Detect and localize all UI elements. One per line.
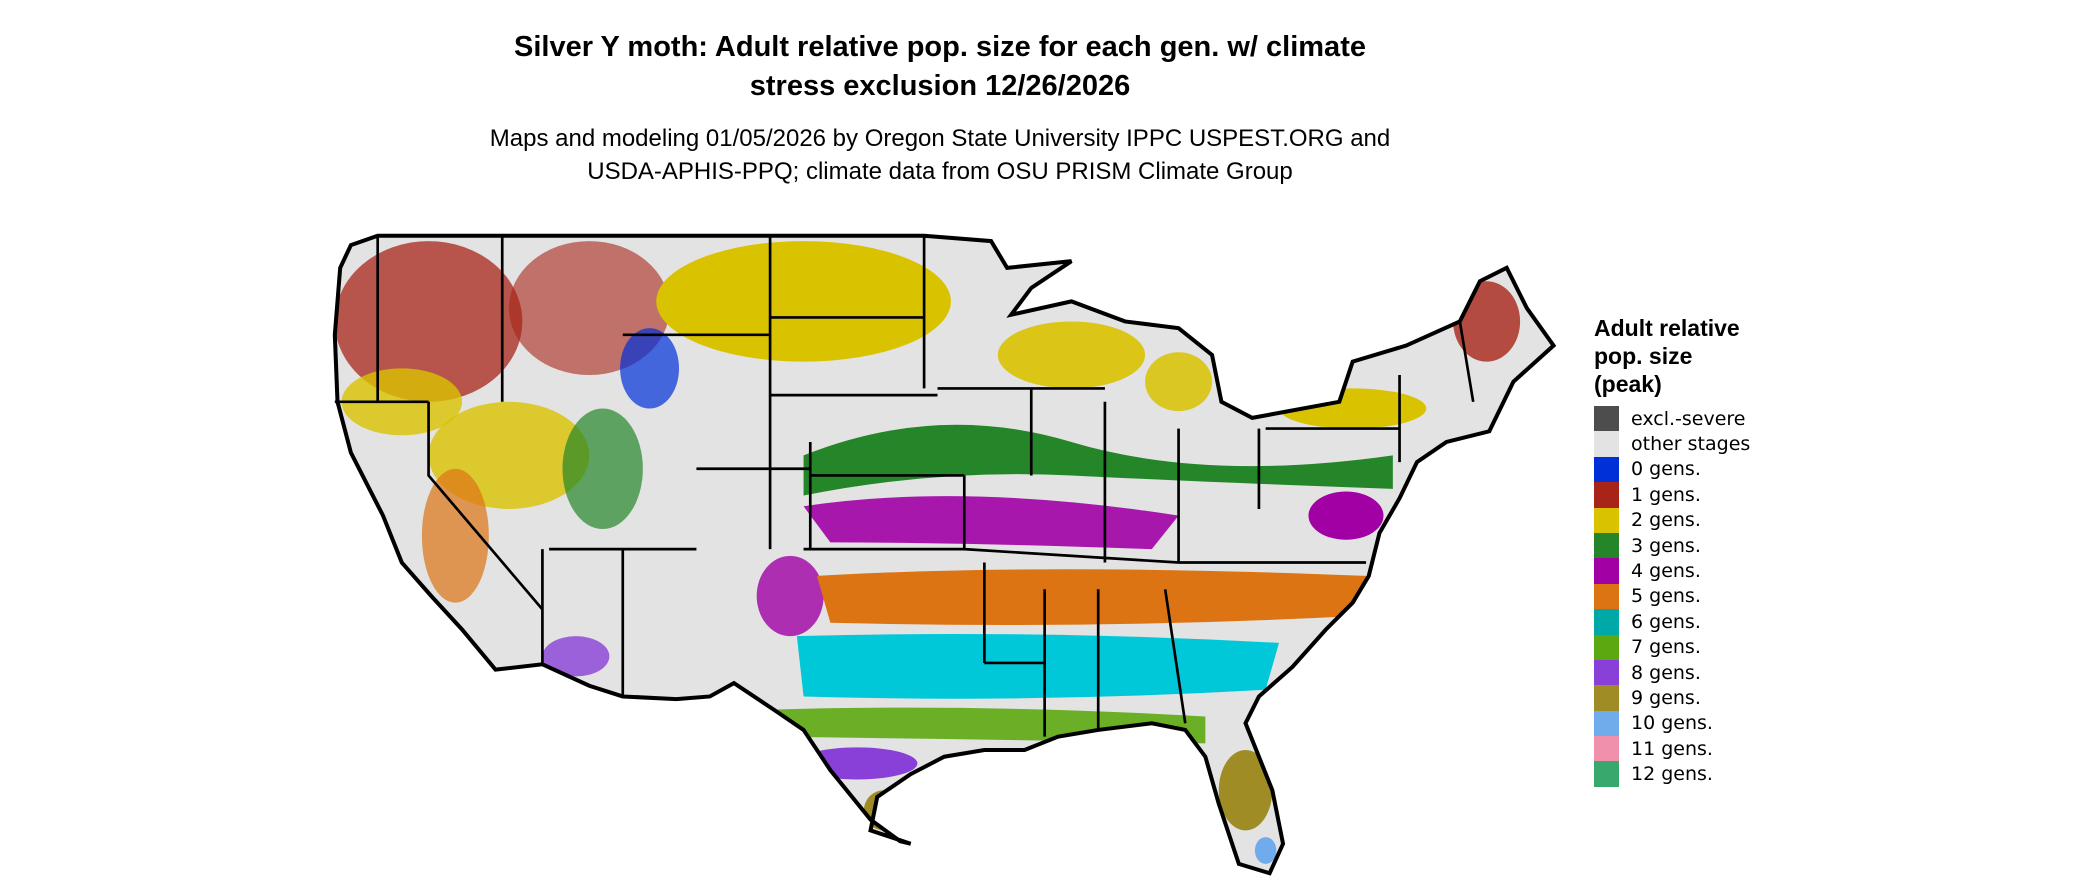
legend-label: 7 gens.	[1631, 636, 1701, 659]
legend-label: 11 gens.	[1631, 737, 1713, 760]
state-borders	[335, 236, 1554, 874]
band-5-gens-california	[421, 468, 489, 603]
legend-swatch	[1594, 710, 1619, 737]
legend-item: 6 gens.	[1594, 609, 1794, 635]
legend-title-line: pop. size	[1594, 343, 1693, 369]
legend-swatch	[1594, 406, 1619, 432]
legend-swatch	[1594, 456, 1619, 483]
band-1-gens-northwest	[334, 241, 523, 402]
legend-swatch	[1594, 507, 1619, 533]
legend: Adult relative pop. size (peak) excl.-se…	[1594, 314, 1794, 787]
legend-swatch	[1594, 685, 1619, 711]
legend-swatch	[1594, 736, 1619, 762]
legend-label: 9 gens.	[1631, 686, 1701, 709]
legend-label: 3 gens.	[1631, 534, 1701, 557]
band-5-gens-south	[816, 569, 1367, 626]
band-0-gens-wyoming	[620, 328, 680, 409]
legend-item: 4 gens.	[1594, 558, 1794, 584]
legend-swatch	[1594, 609, 1619, 635]
map-subtitle-line: USDA-APHIS-PPQ; climate data from OSU PR…	[587, 158, 1293, 185]
band-3-gens-midwest	[803, 424, 1393, 496]
legend-title-line: Adult relative	[1594, 315, 1740, 341]
band-4-gens-central	[803, 496, 1179, 550]
legend-item: excl.-severe	[1594, 406, 1794, 432]
legend-swatch	[1594, 558, 1619, 584]
legend-item: 12 gens.	[1594, 761, 1794, 787]
band-9-gens-florida	[1218, 750, 1273, 831]
legend-item: 9 gens.	[1594, 685, 1794, 711]
band-4-gens-virginia	[1308, 491, 1384, 540]
legend-label: 12 gens.	[1631, 763, 1713, 786]
legend-item: 10 gens.	[1594, 710, 1794, 737]
legend-swatch	[1594, 761, 1619, 787]
band-2-gens-wisconsin	[997, 321, 1146, 389]
legend-item: 7 gens.	[1594, 634, 1794, 660]
band-2-gens-plains	[656, 241, 951, 362]
generation-bands	[334, 235, 1554, 874]
legend-label: 0 gens.	[1631, 458, 1701, 481]
band-8-gens-texas	[796, 747, 918, 780]
legend-swatch	[1594, 659, 1619, 686]
legend-swatch	[1594, 634, 1619, 660]
legend-item: 1 gens.	[1594, 482, 1794, 508]
legend-item: 8 gens.	[1594, 659, 1794, 686]
band-8-gens-arizona	[542, 636, 610, 677]
legend-item: 11 gens.	[1594, 736, 1794, 762]
legend-swatch	[1594, 482, 1619, 508]
legend-label: 1 gens.	[1631, 483, 1701, 506]
legend-title: Adult relative pop. size (peak)	[1594, 314, 1794, 398]
legend-label: other stages	[1631, 433, 1751, 456]
map-subtitle: Maps and modeling 01/05/2026 by Oregon S…	[0, 122, 1880, 188]
legend-label: 8 gens.	[1631, 661, 1701, 684]
legend-item: 5 gens.	[1594, 583, 1794, 610]
map-title-line: Silver Y moth: Adult relative pop. size …	[514, 31, 1366, 63]
map-subtitle-line: Maps and modeling 01/05/2026 by Oregon S…	[489, 125, 1391, 152]
band-2-gens-michigan	[1145, 352, 1213, 412]
legend-label: 6 gens.	[1631, 610, 1701, 633]
map-title-line: stress exclusion 12/26/2026	[749, 70, 1131, 102]
legend-swatch	[1594, 583, 1619, 610]
band-4-gens-panhandle	[756, 555, 824, 637]
legend-swatch	[1594, 532, 1619, 559]
legend-item: 2 gens.	[1594, 507, 1794, 533]
band-6-gens-gulf	[796, 633, 1280, 699]
legend-label: 10 gens.	[1631, 712, 1713, 735]
legend-item: other stages	[1594, 431, 1794, 457]
legend-items: excl.-severe other stages 0 gens. 1 gens. 2 …	[1594, 406, 1794, 787]
band-10-gens-florida	[1254, 837, 1277, 864]
band-3-gens-utah	[562, 408, 643, 530]
map-title: Silver Y moth: Adult relative pop. size …	[0, 28, 1880, 106]
legend-swatch	[1594, 431, 1619, 457]
legend-title-line: (peak)	[1594, 371, 1662, 397]
legend-label: excl.-severe	[1631, 407, 1746, 430]
legend-item: 0 gens.	[1594, 456, 1794, 483]
legend-item: 3 gens.	[1594, 532, 1794, 559]
legend-label: 4 gens.	[1631, 560, 1701, 583]
legend-label: 2 gens.	[1631, 509, 1701, 532]
legend-label: 5 gens.	[1631, 585, 1701, 608]
